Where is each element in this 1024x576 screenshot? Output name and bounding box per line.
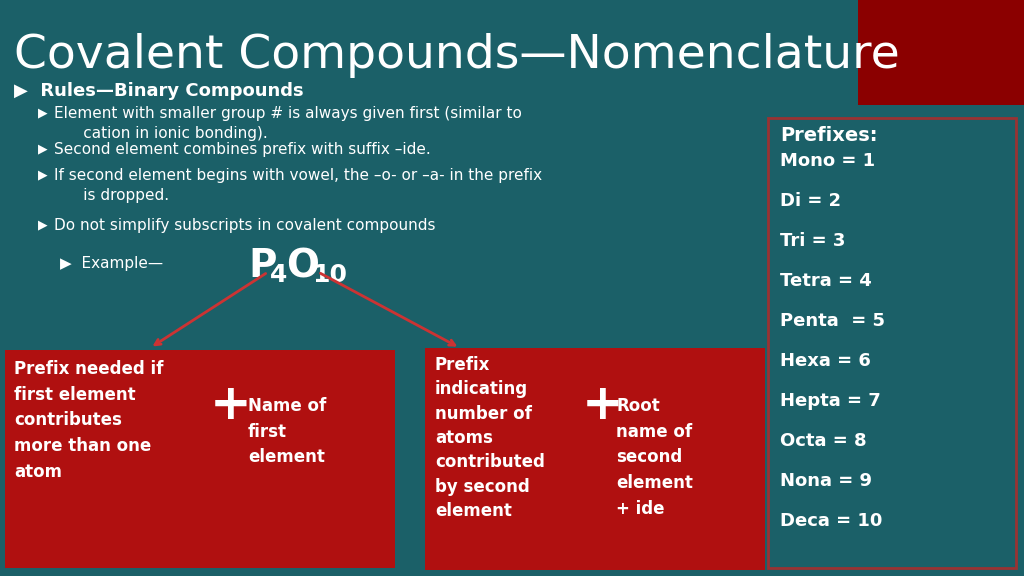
Text: 10: 10 <box>312 263 347 287</box>
Text: Penta  = 5: Penta = 5 <box>780 312 885 330</box>
Text: Second element combines prefix with suffix –ide.: Second element combines prefix with suff… <box>54 142 431 157</box>
Text: O: O <box>286 247 319 285</box>
Text: 4: 4 <box>270 263 288 287</box>
Text: Do not simplify subscripts in covalent compounds: Do not simplify subscripts in covalent c… <box>54 218 435 233</box>
Text: Nona = 9: Nona = 9 <box>780 472 872 490</box>
Text: Hexa = 6: Hexa = 6 <box>780 352 870 370</box>
Bar <box>425 348 765 570</box>
Text: P: P <box>248 247 276 285</box>
Bar <box>768 118 1016 568</box>
Text: Prefixes:: Prefixes: <box>780 126 878 145</box>
Text: Name of
first
element: Name of first element <box>248 397 327 467</box>
Text: +: + <box>582 381 624 429</box>
Text: ▶: ▶ <box>38 106 48 119</box>
Text: ▶: ▶ <box>38 168 48 181</box>
Text: ▶: ▶ <box>38 218 48 231</box>
Text: ▶  Example—: ▶ Example— <box>60 256 163 271</box>
Text: Prefix needed if
first element
contributes
more than one
atom: Prefix needed if first element contribut… <box>14 360 164 481</box>
Text: Mono = 1: Mono = 1 <box>780 152 876 170</box>
Bar <box>5 350 395 568</box>
Text: Prefix
indicating
number of
atoms
contributed
by second
element: Prefix indicating number of atoms contri… <box>435 356 545 520</box>
Text: Octa = 8: Octa = 8 <box>780 432 866 450</box>
Bar <box>858 0 1024 105</box>
Text: ▶  Rules—Binary Compounds: ▶ Rules—Binary Compounds <box>14 82 304 100</box>
Text: Deca = 10: Deca = 10 <box>780 512 883 530</box>
Text: Hepta = 7: Hepta = 7 <box>780 392 881 410</box>
Text: If second element begins with vowel, the –o- or –a- in the prefix
      is dropp: If second element begins with vowel, the… <box>54 168 542 203</box>
Text: Root
name of
second
element
+ ide: Root name of second element + ide <box>616 397 693 518</box>
Text: Element with smaller group # is always given first (similar to
      cation in i: Element with smaller group # is always g… <box>54 106 522 141</box>
Text: +: + <box>210 381 252 429</box>
Text: ▶: ▶ <box>38 142 48 155</box>
Text: Tri = 3: Tri = 3 <box>780 232 846 250</box>
Text: Tetra = 4: Tetra = 4 <box>780 272 871 290</box>
Text: Covalent Compounds—Nomenclature: Covalent Compounds—Nomenclature <box>14 32 900 78</box>
Text: Di = 2: Di = 2 <box>780 192 841 210</box>
